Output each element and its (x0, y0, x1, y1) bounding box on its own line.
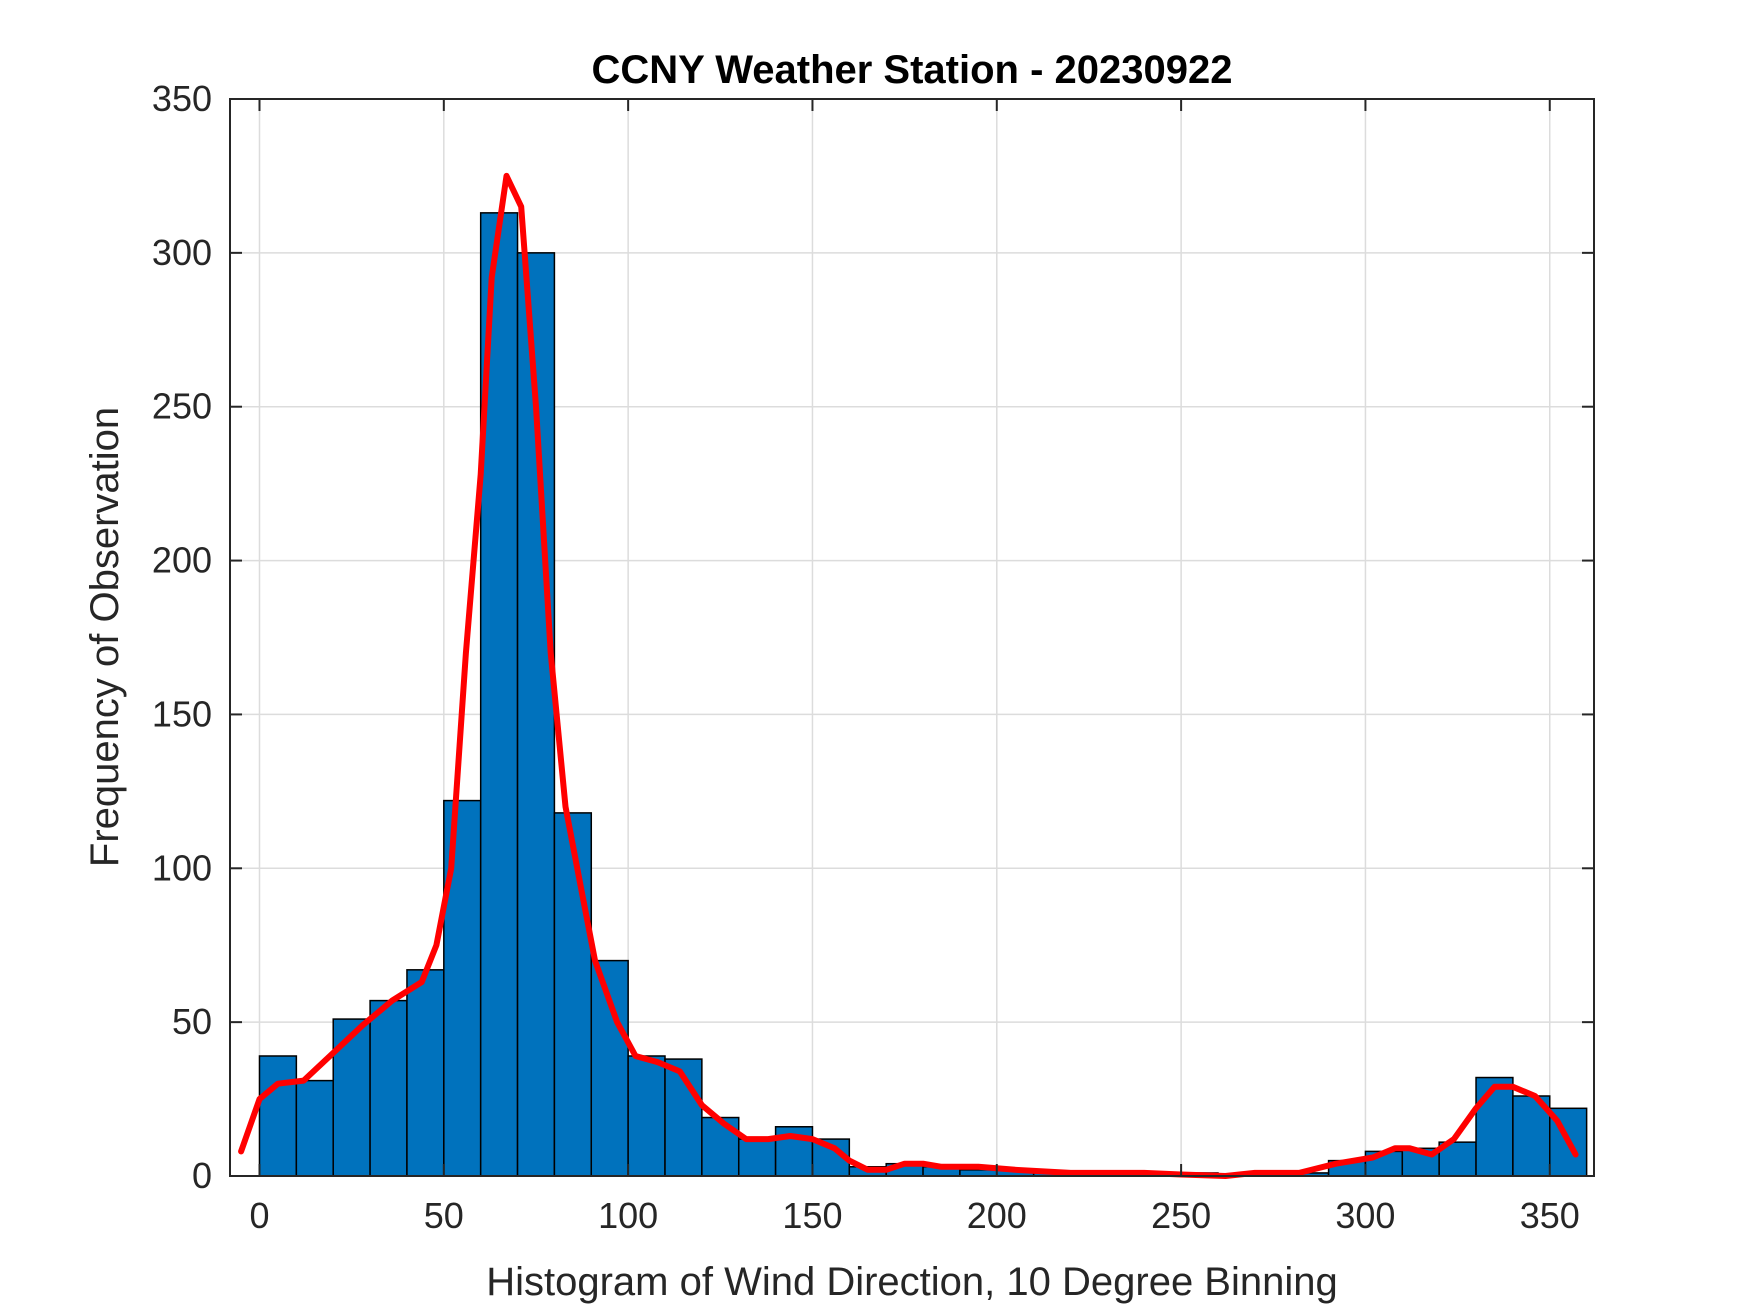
tick-layer: 0 50 100 150 200 250 300 350 0 50 100 150 200 250 300 3… (152, 78, 1594, 1236)
histogram-bar (737, 1138, 777, 1177)
histogram-bar (406, 969, 445, 1177)
y-tick-label: 250 (152, 386, 212, 427)
histogram-bar (1475, 1076, 1514, 1177)
histogram-bar (627, 1055, 666, 1177)
y-tick-label: 100 (152, 847, 212, 888)
y-tick-label: 150 (152, 693, 212, 734)
chart-title: CCNY Weather Station - 20230922 (592, 48, 1233, 92)
x-tick-label: 300 (1335, 1195, 1395, 1236)
x-tick-label: 250 (1151, 1195, 1211, 1236)
y-tick-label: 0 (192, 1155, 212, 1196)
x-tick-label: 350 (1520, 1195, 1580, 1236)
x-tick-label: 150 (782, 1195, 842, 1236)
y-axis-label: Frequency of Observation (83, 407, 127, 867)
histogram-bar (332, 1018, 371, 1177)
histogram-bar (701, 1116, 740, 1177)
density-curve (238, 172, 1579, 1179)
axes-box (229, 98, 1595, 1177)
histogram-bar (258, 1055, 298, 1177)
y-tick-label: 200 (152, 540, 212, 581)
x-tick-label: 200 (967, 1195, 1027, 1236)
y-tick-label: 50 (172, 1001, 212, 1042)
x-tick-label: 50 (424, 1195, 464, 1236)
bar-layer (258, 212, 1588, 1177)
histogram-bar (553, 812, 593, 1177)
histogram-bar (369, 999, 408, 1177)
x-tick-label: 100 (598, 1195, 658, 1236)
curve-layer (238, 172, 1579, 1179)
x-axis-label: Histogram of Wind Direction, 10 Degree B… (486, 1260, 1338, 1304)
x-tick-label: 0 (249, 1195, 269, 1236)
y-tick-label: 300 (152, 232, 212, 273)
histogram-bar (295, 1079, 334, 1177)
y-tick-label: 350 (152, 78, 212, 119)
